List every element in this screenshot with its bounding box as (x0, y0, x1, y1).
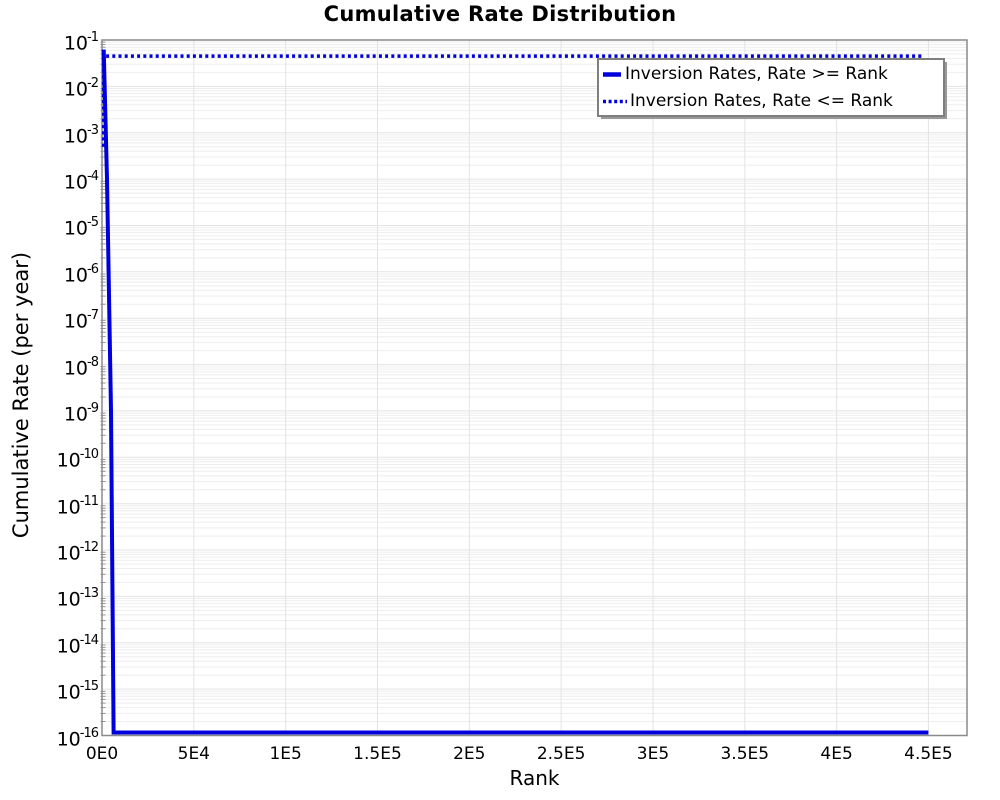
x-tick-label: 2E5 (453, 744, 486, 764)
legend-row-rate-le-rank: Inversion Rates, Rate <= Rank (599, 88, 943, 115)
y-tick-label: 10-9 (63, 400, 99, 426)
y-tick-label: 10-13 (56, 586, 99, 611)
x-tick-label: 3.5E5 (720, 744, 770, 764)
x-tick-label: 0E0 (85, 744, 119, 764)
y-tick-label: 10-15 (56, 679, 99, 704)
y-tick-label: 10-6 (63, 261, 99, 287)
y-tick-label: 10-3 (63, 122, 99, 148)
x-tick-label: 5E4 (177, 744, 210, 764)
solid-line-legend-icon (603, 71, 621, 77)
x-tick-label: 4.5E5 (904, 744, 953, 764)
dotted-line-legend-icon (603, 99, 627, 103)
x-tick-label: 4E5 (820, 744, 853, 764)
y-tick-label: 10-8 (63, 354, 99, 379)
x-axis-title: Rank (509, 766, 560, 790)
x-tick-label: 2.5E5 (536, 744, 586, 764)
x-tick-label: 1E5 (269, 744, 302, 764)
y-tick-label: 10-4 (63, 169, 99, 194)
y-tick-label: 10-14 (56, 632, 99, 658)
legend-label: Inversion Rates, Rate >= Rank (625, 64, 888, 84)
chart-title: Cumulative Rate Distribution (323, 2, 677, 26)
legend-row-rate-ge-rank: Inversion Rates, Rate >= Rank (599, 61, 943, 88)
y-tick-label: 10-7 (63, 308, 99, 333)
y-tick-label: 10-1 (63, 30, 99, 55)
legend-label: Inversion Rates, Rate <= Rank (630, 91, 893, 111)
y-tick-label: 10-2 (63, 76, 99, 101)
y-tick-label: 10-11 (56, 493, 99, 518)
x-tick-label: 1.5E5 (353, 744, 402, 764)
legend: Inversion Rates, Rate >= Rank Inversion … (597, 58, 945, 117)
y-tick-label: 10-5 (63, 215, 99, 240)
y-tick-label: 10-10 (56, 447, 99, 472)
series-solid-line (101, 49, 929, 735)
y-tick-label: 10-12 (56, 540, 99, 565)
x-tick-label: 3E5 (636, 744, 670, 764)
y-tick-label: 10-16 (56, 725, 99, 750)
